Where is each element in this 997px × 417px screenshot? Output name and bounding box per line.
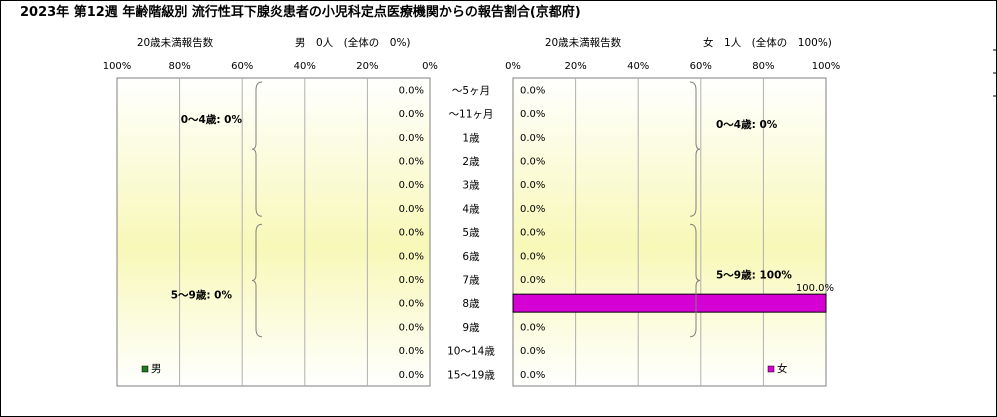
category-label: 6歳 [462,251,480,263]
female-data-label: 0.0% [520,228,545,239]
category-label: 8歳 [462,298,480,310]
male-header-main: 男 0人 (全体の 0%) [295,36,411,49]
female-data-label: 0.0% [520,346,545,357]
male-tick-label: 60% [231,61,253,72]
female-data-label: 0.0% [520,133,545,144]
category-label: 2歳 [462,156,480,168]
male-tick-label: 20% [356,61,378,72]
male-data-label: 0.0% [399,346,424,357]
category-label: ～5ヶ月 [452,85,490,97]
female-tick-label: 80% [752,61,774,72]
female-header-sub: 20歳未満報告数 [545,36,622,49]
male-header-sub: 20歳未満報告数 [137,36,214,49]
chart-title: 2023年 第12週 年齢階級別 流行性耳下腺炎患者の小児科定点医療機関からの報… [20,4,581,20]
female-data-label: 0.0% [520,109,545,120]
female-group-label: 5～9歳: 100% [716,268,792,281]
male-legend-label: 男 [151,363,162,375]
female-plot-area [512,77,827,387]
female-header-main: 女 1人 (全体の 100%) [703,36,832,49]
male-data-label: 0.0% [399,180,424,191]
female-group-label: 0～4歳: 0% [716,118,778,131]
female-data-label: 0.0% [520,370,545,381]
male-legend-swatch [141,365,149,373]
category-label: 9歳 [462,322,480,334]
female-tick-label: 20% [564,61,586,72]
male-brace [251,81,263,217]
male-data-label: 0.0% [399,133,424,144]
female-data-label: 0.0% [520,322,545,333]
female-tick-label: 100% [812,61,841,72]
category-label: ～11ヶ月 [449,109,494,121]
female-data-label: 0.0% [520,275,545,286]
category-label: 3歳 [462,180,480,192]
category-label: 1歳 [462,132,480,144]
male-data-label: 0.0% [399,275,424,286]
female-tick-label: 40% [627,61,649,72]
female-data-label: 0.0% [520,251,545,262]
male-tick-label: 100% [103,61,132,72]
female-data-label: 0.0% [520,156,545,167]
male-tick-label: 80% [168,61,190,72]
male-data-label: 0.0% [399,204,424,215]
female-data-label: 0.0% [520,180,545,191]
female-legend-label: 女 [777,362,788,375]
male-group-label: 5～9歳: 0% [171,288,233,301]
female-data-label: 100.0% [796,283,834,294]
male-data-label: 0.0% [399,109,424,120]
male-data-label: 0.0% [399,299,424,310]
category-label: 5歳 [462,227,480,239]
female-brace [689,81,701,217]
female-brace [689,223,701,338]
male-data-label: 0.0% [399,370,424,381]
female-data-label: 0.0% [520,85,545,96]
male-tick-label: 40% [294,61,316,72]
category-label: 10～14歳 [447,346,495,358]
category-label: 15～19歳 [447,369,495,381]
female-bar [512,293,827,313]
male-plot-area [116,77,431,387]
male-data-label: 0.0% [399,85,424,96]
female-data-label: 0.0% [520,204,545,215]
male-brace [251,223,263,338]
category-label: 7歳 [462,274,480,286]
male-data-label: 0.0% [399,156,424,167]
male-group-label: 0～4歳: 0% [181,113,243,126]
male-data-label: 0.0% [399,228,424,239]
male-data-label: 0.0% [399,251,424,262]
male-data-label: 0.0% [399,322,424,333]
female-tick-label: 60% [690,61,712,72]
female-tick-label: 0% [505,61,521,72]
female-legend-swatch [767,365,775,373]
category-label: 4歳 [462,203,480,215]
male-tick-label: 0% [422,61,438,72]
